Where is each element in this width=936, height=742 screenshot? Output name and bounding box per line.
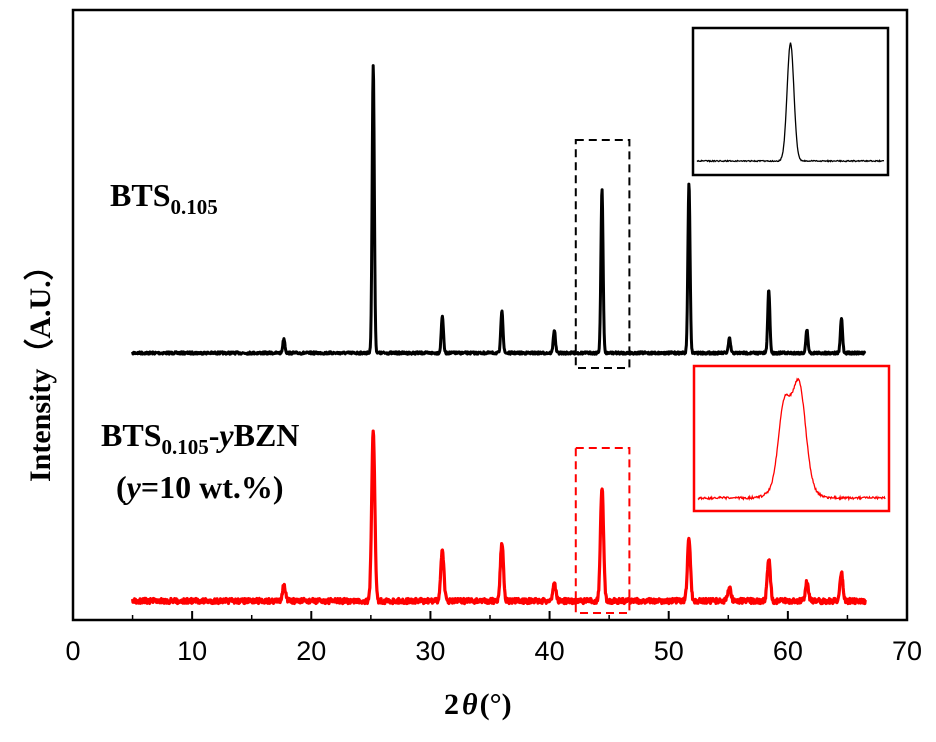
series-line-bts-bzn — [130, 429, 867, 606]
x-tick-label-70: 70 — [892, 636, 922, 666]
x-tick-label-60: 60 — [773, 636, 803, 666]
x-tick-label-20: 20 — [296, 636, 326, 666]
label-bts-bzn: BTS0.105-yBZN — [101, 417, 299, 459]
series-traces — [130, 64, 867, 606]
x-tick-label-40: 40 — [535, 636, 565, 666]
x-tick-label-0: 0 — [65, 636, 80, 666]
x-tick-label-30: 30 — [415, 636, 445, 666]
label-bts: BTS0.105 — [110, 177, 218, 219]
x-axis-title: 2 θ(°) — [444, 688, 512, 721]
inset-frame-black — [691, 26, 890, 177]
label-bzn-amount: (y=10 wt.%) — [116, 469, 284, 505]
inset-peak-red — [697, 377, 886, 502]
series-line-bts — [131, 64, 867, 356]
inset-frame-red — [692, 364, 891, 513]
zoom-box-black — [574, 139, 631, 369]
x-tick-label-10: 10 — [177, 636, 207, 666]
x-tick-label-50: 50 — [654, 636, 684, 666]
zoom-box-red — [574, 447, 631, 614]
inset-peak-black — [696, 42, 885, 163]
x-axis-ticks: 0 10 20 30 40 50 60 70 — [65, 611, 922, 666]
y-axis-title: Intensity（A.U.） — [23, 250, 57, 482]
